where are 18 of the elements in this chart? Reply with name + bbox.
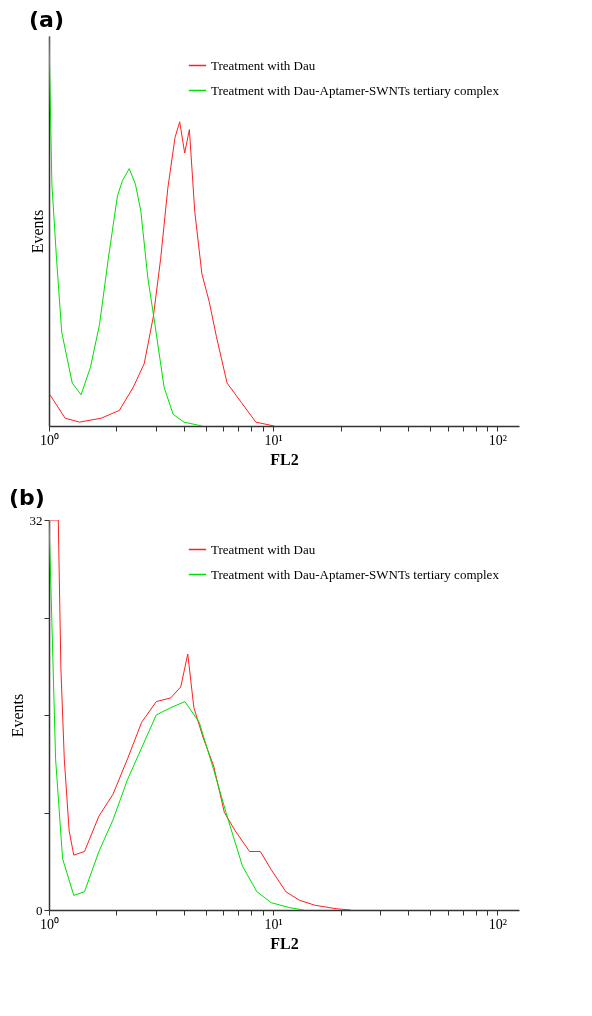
legend-label: Treatment with Dau: [211, 541, 316, 557]
x-axis-title: FL2: [270, 450, 299, 468]
x-axis-title: FL2: [270, 934, 299, 952]
y-axis-title: Events: [8, 693, 26, 738]
legend-label: Treatment with Dau-Aptamer-SWNTs tertiary complex: [211, 82, 500, 98]
chart-title: (a): [29, 7, 64, 32]
x-tick-label: 10¹: [264, 916, 283, 932]
x-tick-label: 10⁰: [40, 432, 59, 448]
chart-title: (b): [9, 485, 45, 510]
legend-label: Treatment with Dau-Aptamer-SWNTs tertiary complex: [211, 566, 500, 582]
x-tick-label: 10²: [488, 432, 507, 448]
x-tick-label: 10²: [488, 916, 507, 932]
y-axis-title: Events: [28, 209, 46, 254]
legend-label: Treatment with Dau: [211, 57, 316, 73]
y-tick-label: 0: [36, 902, 43, 918]
x-tick-label: 10¹: [264, 432, 283, 448]
x-tick-label: 10⁰: [40, 916, 59, 932]
y-tick-label: 32: [29, 512, 43, 528]
